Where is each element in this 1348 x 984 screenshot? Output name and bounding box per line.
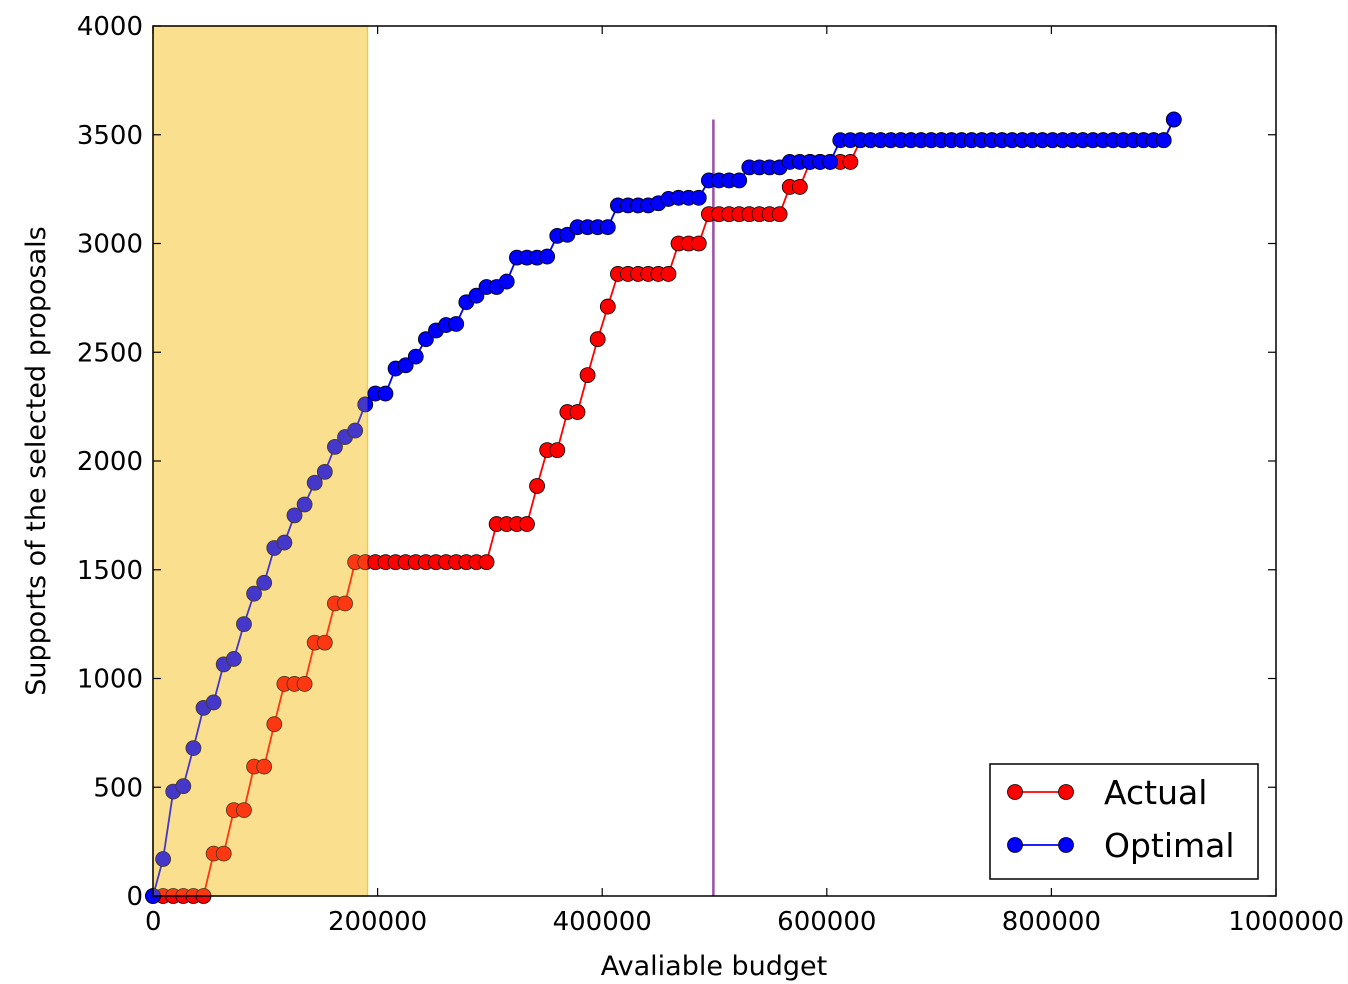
shaded-region-overlay bbox=[153, 26, 368, 896]
x-tick-label: 200000 bbox=[328, 907, 427, 937]
y-tick-label: 500 bbox=[93, 773, 143, 803]
y-tick-label: 0 bbox=[126, 882, 143, 912]
y-tick-label: 3000 bbox=[77, 230, 143, 260]
data-point-actual bbox=[842, 154, 859, 170]
data-point-optimal bbox=[155, 851, 172, 867]
data-point-optimal bbox=[225, 651, 242, 667]
data-point-optimal bbox=[1155, 132, 1172, 149]
data-point-optimal bbox=[448, 316, 465, 332]
legend-marker bbox=[1007, 837, 1023, 853]
data-point-actual bbox=[316, 634, 333, 651]
y-tick-label: 4000 bbox=[77, 12, 143, 42]
data-point-actual bbox=[266, 716, 283, 733]
data-point-optimal bbox=[407, 348, 424, 365]
data-point-optimal bbox=[822, 154, 839, 170]
data-point-optimal bbox=[205, 694, 222, 711]
y-tick-label: 2500 bbox=[77, 338, 143, 368]
data-point-optimal bbox=[347, 422, 364, 439]
data-point-optimal bbox=[498, 273, 515, 290]
data-point-actual bbox=[569, 404, 586, 420]
x-tick-label: 1000000 bbox=[1228, 907, 1344, 937]
data-point-optimal bbox=[276, 534, 293, 551]
legend-marker bbox=[1058, 837, 1074, 853]
data-point-actual bbox=[529, 478, 545, 494]
x-axis-title: Avaliable budget bbox=[601, 951, 828, 982]
data-point-actual bbox=[519, 516, 535, 532]
y-tick-label: 3500 bbox=[77, 121, 143, 151]
data-point-optimal bbox=[377, 385, 394, 402]
legend-entry-actual: Actual bbox=[1007, 773, 1207, 812]
data-point-optimal bbox=[690, 189, 707, 206]
data-point-actual bbox=[256, 758, 273, 775]
data-point-optimal bbox=[296, 496, 313, 513]
data-point-optimal bbox=[539, 248, 556, 265]
data-point-actual bbox=[215, 845, 232, 862]
data-point-actual bbox=[579, 367, 596, 383]
ticks-layer: 0 200000 400000 600000 800000 1000000 0 500 1000… bbox=[77, 12, 1344, 937]
x-tick-label: 800000 bbox=[1002, 907, 1101, 937]
x-tick-label: 400000 bbox=[553, 907, 652, 937]
shaded-overlay-layer bbox=[153, 26, 368, 896]
data-point-optimal bbox=[327, 438, 343, 455]
data-point-optimal bbox=[417, 331, 434, 348]
data-point-actual bbox=[478, 554, 495, 571]
data-point-actual bbox=[296, 676, 313, 692]
legend-marker bbox=[1007, 784, 1023, 800]
data-point-actual bbox=[771, 206, 788, 223]
x-tick-label: 0 bbox=[145, 907, 162, 937]
legend-label: Optimal bbox=[1104, 826, 1235, 865]
data-point-optimal bbox=[246, 585, 262, 602]
series-optimal bbox=[145, 111, 1182, 904]
data-point-actual bbox=[549, 442, 566, 459]
data-point-actual bbox=[236, 802, 252, 818]
data-point-optimal bbox=[397, 357, 414, 374]
data-point-optimal bbox=[185, 740, 202, 756]
data-point-optimal bbox=[731, 172, 748, 189]
y-tick-label: 1000 bbox=[77, 665, 143, 695]
data-point-optimal bbox=[306, 474, 323, 491]
y-tick-label: 2000 bbox=[77, 447, 143, 477]
data-point-optimal bbox=[256, 574, 273, 591]
legend: Actual Optimal bbox=[989, 763, 1259, 880]
legend-entry-optimal: Optimal bbox=[1007, 826, 1235, 865]
data-point-actual bbox=[660, 266, 677, 282]
data-point-actual bbox=[599, 298, 616, 315]
data-point-optimal bbox=[175, 778, 192, 795]
data-point-actual bbox=[690, 235, 707, 252]
data-point-optimal bbox=[236, 616, 252, 633]
y-axis-title: Supports of the selected proposals bbox=[21, 226, 52, 695]
data-point-optimal bbox=[316, 463, 333, 480]
data-point-actual bbox=[589, 331, 606, 348]
series-layer bbox=[145, 111, 1182, 904]
data-point-optimal bbox=[357, 396, 374, 413]
data-point-optimal bbox=[286, 507, 303, 524]
legend-marker bbox=[1058, 784, 1074, 800]
data-point-actual bbox=[791, 179, 808, 195]
data-point-optimal bbox=[599, 219, 616, 236]
legend-box bbox=[989, 763, 1259, 880]
legend-label: Actual bbox=[1104, 773, 1207, 812]
data-point-optimal bbox=[468, 287, 485, 304]
y-tick-label: 1500 bbox=[77, 556, 143, 586]
data-point-actual bbox=[337, 595, 353, 612]
data-point-optimal bbox=[1165, 111, 1182, 128]
x-tick-label: 600000 bbox=[777, 907, 876, 937]
